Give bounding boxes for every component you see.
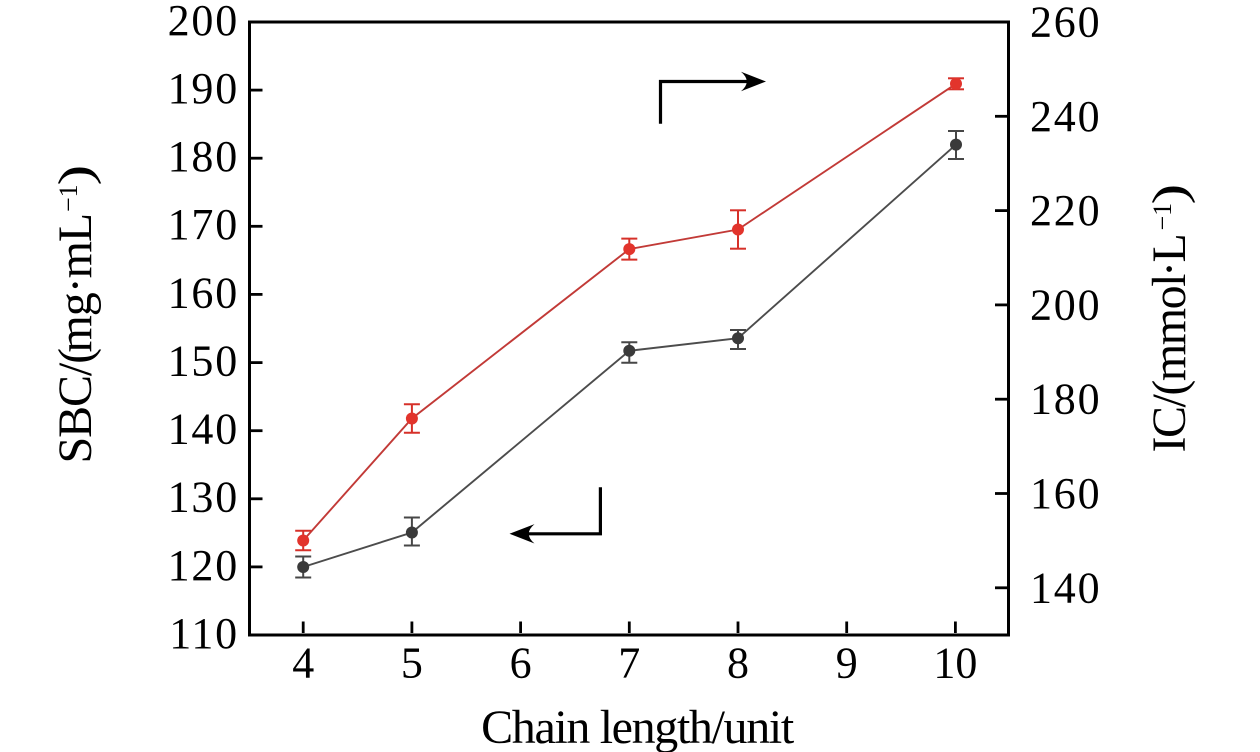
svg-text:9: 9 xyxy=(836,639,858,688)
svg-text:120: 120 xyxy=(168,541,239,590)
svg-text:7: 7 xyxy=(618,639,640,688)
svg-text:): ) xyxy=(49,165,102,186)
svg-text:180: 180 xyxy=(168,132,239,181)
svg-text:8: 8 xyxy=(727,639,749,688)
svg-text:−1: −1 xyxy=(54,184,83,212)
svg-text:): ) xyxy=(1143,184,1196,205)
svg-text:IC/(mmol·L: IC/(mmol·L xyxy=(1143,235,1196,453)
svg-text:10: 10 xyxy=(933,639,977,688)
svg-text:110: 110 xyxy=(169,609,239,658)
svg-text:130: 130 xyxy=(168,473,239,522)
svg-text:160: 160 xyxy=(1030,469,1101,518)
svg-text:SBC/(mg·mL: SBC/(mg·mL xyxy=(49,214,102,464)
svg-text:200: 200 xyxy=(1030,280,1101,329)
svg-text:220: 220 xyxy=(1030,186,1101,235)
svg-text:200: 200 xyxy=(168,0,239,45)
svg-text:190: 190 xyxy=(168,64,239,113)
svg-text:170: 170 xyxy=(168,200,239,249)
svg-text:240: 240 xyxy=(1030,92,1101,141)
svg-text:140: 140 xyxy=(1030,563,1101,612)
svg-text:140: 140 xyxy=(168,405,239,454)
svg-text:260: 260 xyxy=(1030,0,1101,47)
svg-text:6: 6 xyxy=(510,639,532,688)
svg-text:−1: −1 xyxy=(1148,203,1177,231)
svg-text:5: 5 xyxy=(401,639,423,688)
svg-text:150: 150 xyxy=(168,337,239,386)
svg-text:Chain length/unit: Chain length/unit xyxy=(481,701,795,752)
svg-text:4: 4 xyxy=(292,639,314,688)
svg-text:160: 160 xyxy=(168,268,239,317)
svg-text:180: 180 xyxy=(1030,375,1101,424)
